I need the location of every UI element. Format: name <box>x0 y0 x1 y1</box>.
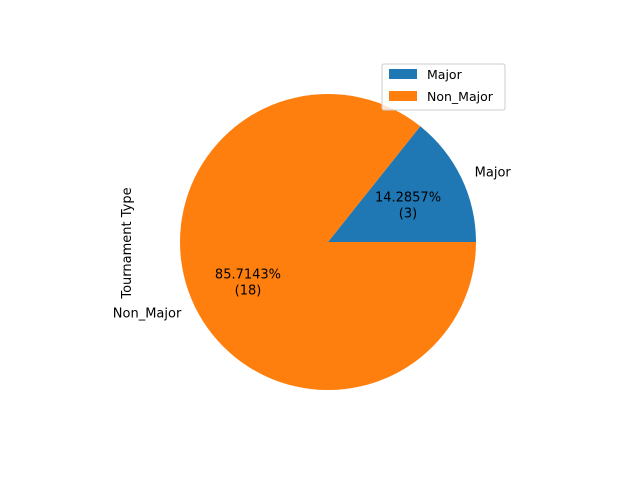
percent-label-major: 14.2857% <box>375 190 441 205</box>
legend-label-major: Major <box>427 67 463 82</box>
legend-label-non-major: Non_Major <box>427 89 494 104</box>
pie-slice-major <box>328 126 476 242</box>
count-label-non-major: (18) <box>235 284 262 299</box>
category-label-non-major: Non_Major <box>113 307 182 322</box>
y-axis-label: Tournament Type <box>120 187 135 299</box>
category-label-major: Major <box>475 165 512 180</box>
pie-slice-non-major <box>180 94 477 391</box>
pie-labels: Major 14.2857%(3) Non_Major 85.7143%(18) <box>113 165 512 321</box>
legend: Major Non_Major <box>381 63 506 111</box>
pie-slices <box>180 94 477 391</box>
count-label-major: (3) <box>399 206 417 221</box>
legend-swatch-non-major <box>389 91 417 101</box>
legend-swatch-major <box>389 69 417 79</box>
percent-label-non-major: 85.7143% <box>215 268 281 283</box>
